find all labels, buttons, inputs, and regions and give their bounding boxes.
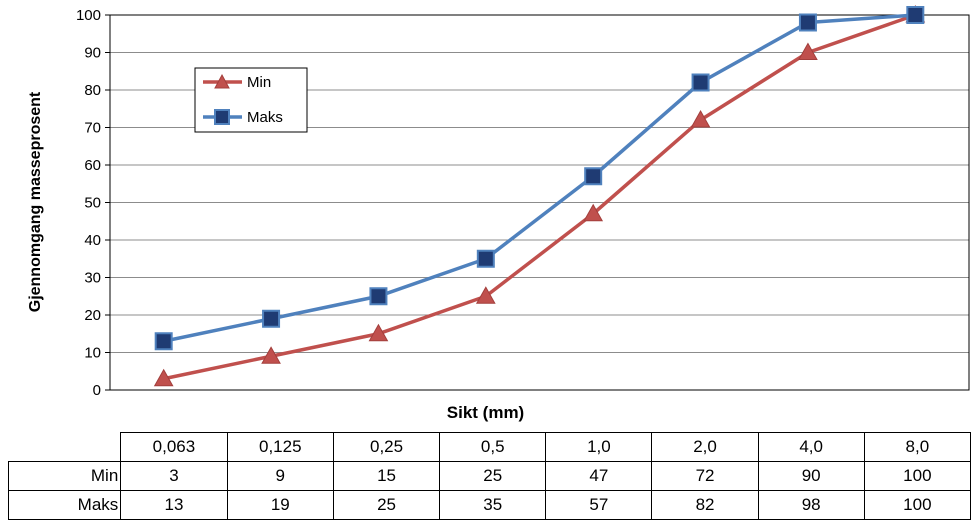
y-tick-label: 40 — [84, 232, 101, 249]
table-cell: 100 — [863, 490, 971, 520]
data-point-min — [261, 346, 281, 364]
table-corner-cell — [8, 432, 122, 462]
table-row-label-maks: Maks — [7, 490, 122, 520]
legend-box — [194, 67, 308, 133]
y-tick-labels: 0 10 20 30 40 50 60 70 80 90 100 — [76, 7, 101, 399]
table-cell: 9 — [226, 461, 334, 491]
table-cell: 19 — [226, 490, 334, 520]
legend-entry-min: Min — [203, 73, 271, 91]
table-cell: 82 — [651, 490, 759, 520]
data-point-maks — [906, 6, 925, 24]
table-cell: 25 — [332, 490, 441, 520]
x-tick-label: 1,0 — [545, 432, 653, 462]
table-cell: 25 — [439, 461, 547, 491]
table-row-label-min: Min — [7, 461, 122, 491]
legend: Min Maks — [194, 67, 308, 133]
y-tick-label: 10 — [84, 345, 101, 362]
data-point-maks — [262, 309, 281, 328]
legend-label-min: Min — [247, 74, 271, 91]
table-cell: 100 — [863, 461, 971, 491]
series-lines — [153, 4, 926, 387]
table-header-row: 0,063 0,125 0,25 0,5 1,0 2,0 4,0 8,0 — [8, 432, 971, 462]
y-tick-label: 90 — [84, 45, 101, 62]
data-point-min — [153, 368, 174, 387]
data-point-maks — [476, 249, 495, 268]
series-line-min — [163, 13, 916, 381]
table-cell: 35 — [439, 490, 547, 520]
data-point-min — [583, 203, 604, 222]
y-tick-label: 30 — [84, 270, 101, 287]
table-cell: 72 — [651, 461, 759, 491]
y-tick-label: 0 — [93, 382, 101, 399]
data-point-maks — [798, 13, 817, 32]
table-row-maks: Maks 13 19 25 35 57 82 98 100 — [7, 490, 971, 520]
table-cell: 15 — [332, 461, 441, 491]
data-point-maks — [584, 167, 603, 186]
line-chart: Gjennomgang masseprosent 0 10 20 30 40 50 60 70… — [27, 4, 970, 399]
x-tick-label: 2,0 — [651, 432, 759, 462]
y-tick-label: 20 — [84, 307, 101, 324]
x-tick-label: 0,5 — [439, 432, 547, 462]
y-axis-label: Gjennomgang masseprosent — [27, 91, 44, 312]
data-point-maks — [369, 287, 388, 306]
x-tick-label: 4,0 — [757, 432, 865, 462]
x-tick-label: 8,0 — [863, 432, 971, 462]
table-row-min: Min 3 9 15 25 47 72 90 100 — [7, 461, 971, 491]
y-tick-label: 60 — [84, 157, 101, 174]
data-point-min — [690, 109, 711, 128]
plot-area-border — [109, 14, 970, 391]
x-axis-label: Sikt (mm) — [446, 403, 525, 422]
gridlines — [105, 14, 970, 391]
y-tick-label: 50 — [84, 195, 101, 212]
data-point-min — [368, 323, 389, 342]
data-point-maks — [154, 332, 173, 351]
data-point-maks — [691, 73, 710, 92]
x-tick-label: 0,125 — [226, 432, 334, 462]
table-cell: 13 — [120, 490, 228, 520]
y-tick-label: 100 — [76, 7, 101, 24]
x-tick-label: 0,063 — [120, 432, 228, 462]
legend-entry-maks: Maks — [203, 109, 283, 126]
table-cell: 3 — [120, 461, 228, 491]
x-tick-label: 0,25 — [332, 432, 441, 462]
legend-maks-square-icon — [214, 109, 230, 125]
data-point-min — [475, 286, 496, 304]
table-cell: 57 — [545, 490, 653, 520]
data-table: 0,063 0,125 0,25 0,5 1,0 2,0 4,0 8,0 Min… — [7, 432, 971, 520]
series-line-maks — [163, 13, 916, 343]
data-point-min — [798, 42, 818, 60]
y-tick-label: 80 — [84, 82, 101, 99]
legend-min-triangle-icon — [214, 73, 230, 89]
table-cell: 47 — [545, 461, 653, 491]
legend-label-maks: Maks — [247, 109, 283, 126]
y-tick-label: 70 — [84, 120, 101, 137]
table-cell: 98 — [757, 490, 865, 520]
table-cell: 90 — [757, 461, 865, 491]
